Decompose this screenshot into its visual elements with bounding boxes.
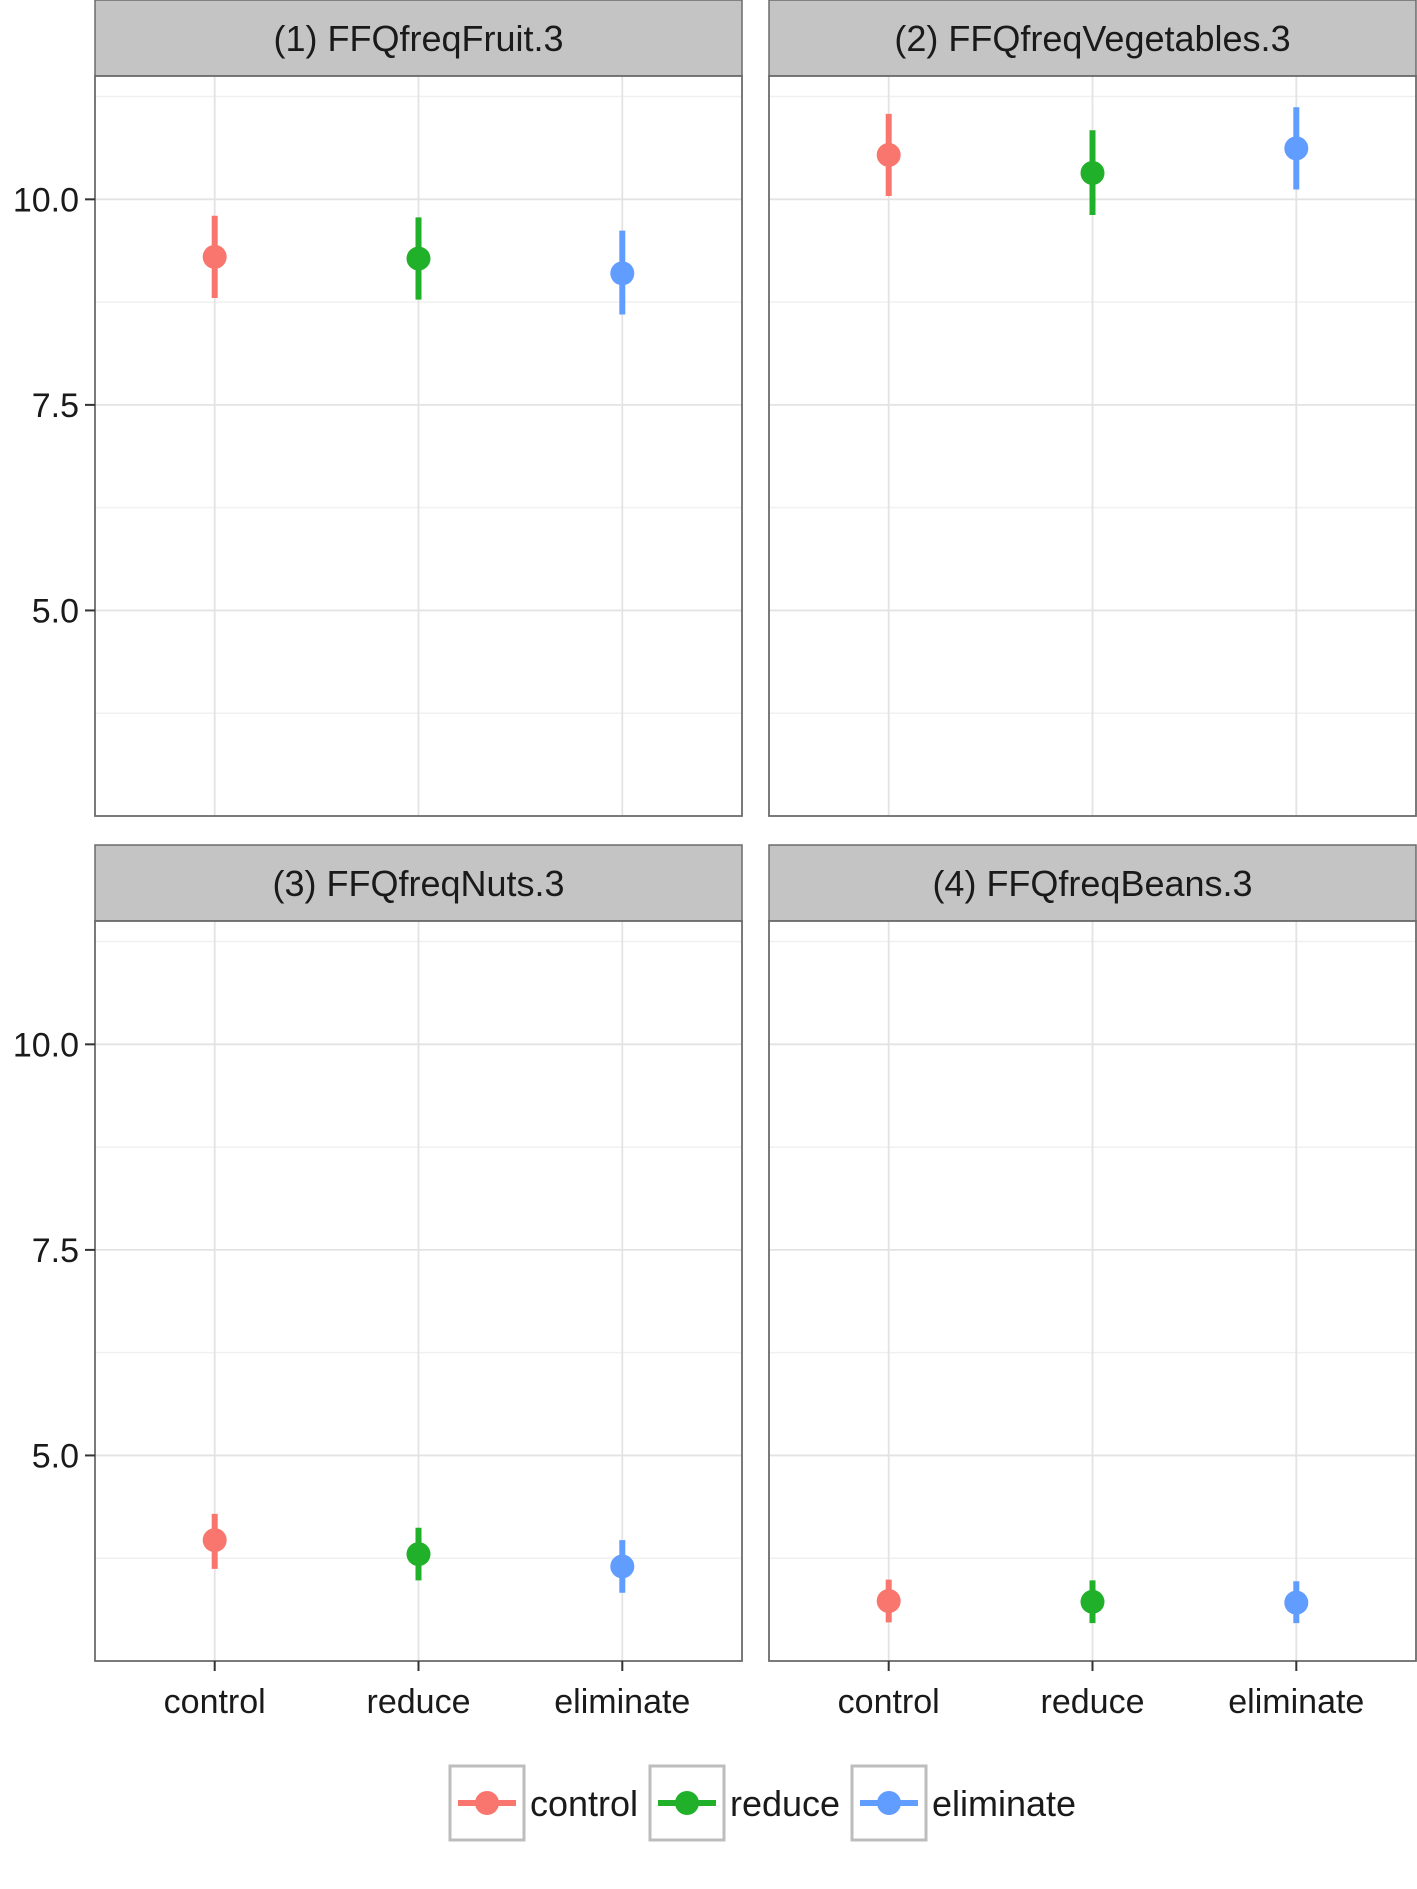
point-control (202, 244, 227, 269)
panel-3: (3) FFQfreqNuts.3 5.0 7.5 10.0 control reduce… (13, 844, 743, 1721)
y-tick-label: 5.0 (32, 1437, 79, 1475)
legend-point (877, 1791, 901, 1815)
x-tick-label: control (164, 1683, 266, 1721)
panel-strip (768, 844, 1417, 922)
legend: control reduce eliminate (448, 1764, 1076, 1842)
x-tick-label: control (838, 1683, 940, 1721)
legend-label: control (530, 1783, 638, 1824)
panel-2: (2) FFQfreqVegetables.3 (768, 0, 1417, 817)
point-control (202, 1528, 227, 1553)
legend-point (675, 1791, 699, 1815)
legend-item-reduce: reduce (648, 1764, 840, 1842)
panel-border (94, 75, 743, 817)
panel-strip (94, 844, 743, 922)
legend-label: eliminate (932, 1783, 1076, 1824)
panel-4: (4) FFQfreqBeans.3 control reduce eliminate (768, 844, 1417, 1721)
point-reduce (1080, 161, 1105, 186)
y-tick-label: 10.0 (13, 181, 79, 219)
legend-point (475, 1791, 499, 1815)
panel-title: (4) FFQfreqBeans.3 (932, 863, 1252, 904)
y-tick-label: 7.5 (32, 387, 79, 425)
panel-title: (2) FFQfreqVegetables.3 (894, 18, 1290, 59)
point-control (876, 142, 901, 167)
panel-1: (1) FFQfreqFruit.3 5.0 7.5 10.0 (13, 0, 743, 817)
point-reduce (406, 246, 431, 271)
y-tick-label: 7.5 (32, 1232, 79, 1270)
legend-item-eliminate: eliminate (850, 1764, 1076, 1842)
point-eliminate (1284, 1590, 1309, 1615)
panel-border (768, 75, 1417, 817)
point-reduce (406, 1542, 431, 1567)
y-tick-label: 10.0 (13, 1026, 79, 1064)
legend-item-control: control (448, 1764, 638, 1842)
panel-title: (3) FFQfreqNuts.3 (272, 863, 564, 904)
point-eliminate (610, 261, 635, 286)
x-tick-label: eliminate (554, 1683, 690, 1721)
legend-label: reduce (730, 1783, 840, 1824)
x-tick-label: eliminate (1228, 1683, 1364, 1721)
panel-title: (1) FFQfreqFruit.3 (273, 18, 563, 59)
panel-strip (94, 0, 743, 77)
x-tick-label: reduce (1041, 1683, 1145, 1721)
point-control (876, 1588, 901, 1613)
panel-strip (768, 0, 1417, 77)
x-tick-label: reduce (367, 1683, 471, 1721)
point-reduce (1080, 1589, 1105, 1614)
point-eliminate (610, 1554, 635, 1579)
point-eliminate (1284, 136, 1309, 161)
y-tick-label: 5.0 (32, 592, 79, 630)
